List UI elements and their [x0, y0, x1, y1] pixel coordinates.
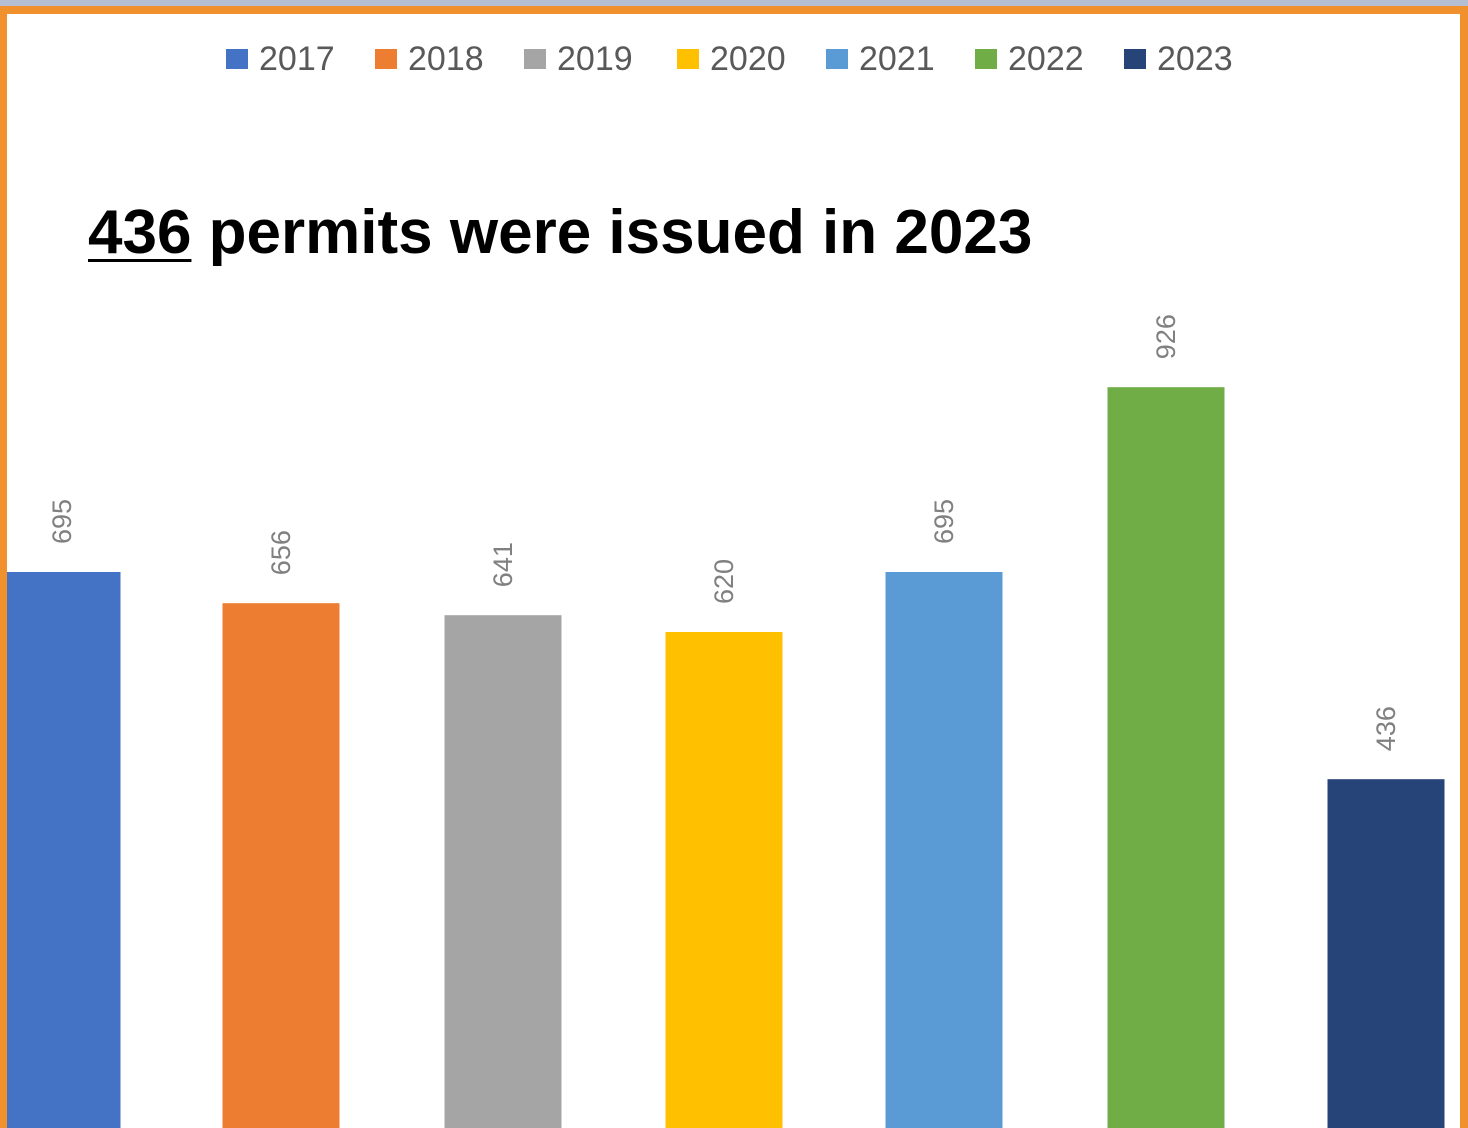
legend-item-2019: 2019	[524, 40, 633, 78]
bar-2021	[885, 572, 1003, 1128]
data-label-2018: 656	[266, 530, 296, 575]
legend-label-2018: 2018	[408, 40, 484, 78]
bar-2019	[444, 615, 562, 1128]
legend-item-2017: 2017	[226, 40, 335, 78]
chart-frame: 695 656 641 620 695 926 436 2017 2018 2019 2020 202…	[0, 6, 1468, 1128]
legend-swatch-2023	[1124, 49, 1146, 69]
data-label-2021: 695	[929, 499, 959, 544]
bar-2018	[222, 603, 340, 1128]
legend-swatch-2019	[524, 49, 546, 69]
legend-item-2018: 2018	[375, 40, 484, 78]
data-label-2022: 926	[1151, 314, 1181, 359]
data-label-2017: 695	[47, 499, 77, 544]
legend-swatch-2021	[826, 49, 848, 69]
legend-item-2020: 2020	[677, 40, 786, 78]
legend-item-2021: 2021	[826, 40, 935, 78]
legend-swatch-2017	[226, 49, 248, 69]
bar-2020	[665, 632, 783, 1128]
data-label-2019: 641	[488, 542, 518, 587]
legend-label-2017: 2017	[259, 40, 335, 78]
bar-2017	[7, 572, 121, 1128]
legend-item-2022: 2022	[975, 40, 1084, 78]
legend-swatch-2022	[975, 49, 997, 69]
bar-2023	[1327, 779, 1445, 1128]
bar-2022	[1107, 387, 1225, 1128]
legend-swatch-2020	[677, 49, 699, 69]
bar-chart: 695 656 641 620 695 926 436 2017 2018 2019 2020 202…	[7, 40, 1445, 1128]
data-label-2020: 620	[709, 559, 739, 604]
headline-annotation: 436 permits were issued in 2023	[88, 202, 1032, 264]
legend-label-2020: 2020	[710, 40, 786, 78]
headline-value: 436	[88, 198, 192, 267]
legend-label-2021: 2021	[859, 40, 935, 78]
headline-text: permits were issued in 2023	[191, 198, 1033, 267]
legend-label-2023: 2023	[1157, 40, 1233, 78]
legend-label-2019: 2019	[557, 40, 633, 78]
legend-item-2023: 2023	[1124, 40, 1233, 78]
data-label-2023: 436	[1371, 706, 1401, 751]
legend-label-2022: 2022	[1008, 40, 1084, 78]
legend-swatch-2018	[375, 49, 397, 69]
